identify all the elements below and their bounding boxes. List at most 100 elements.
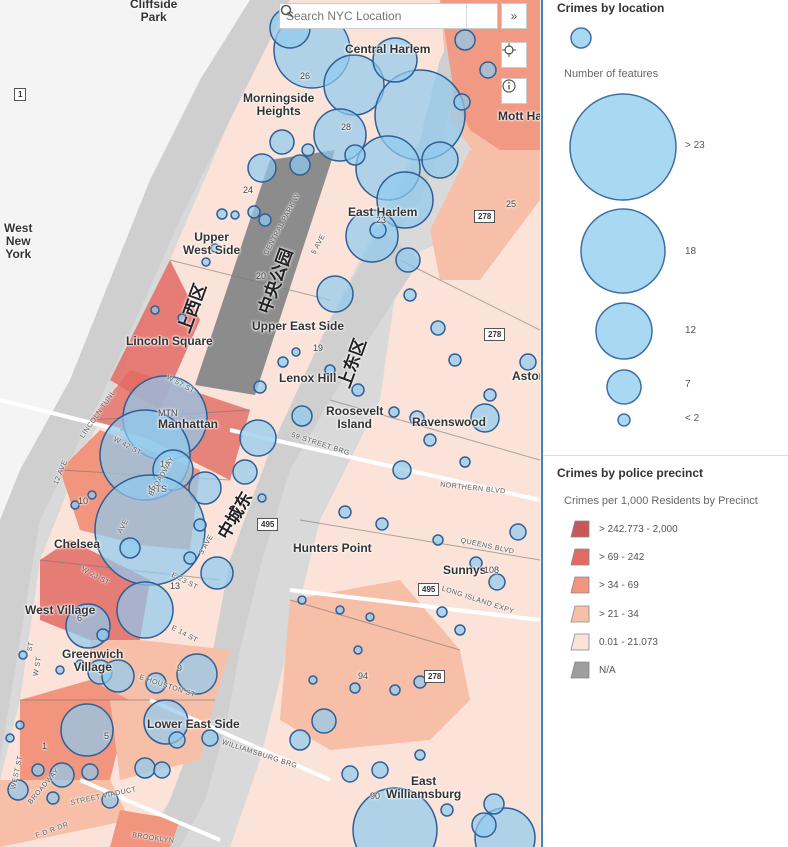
crime-location-circle[interactable]	[46, 791, 60, 805]
crime-location-circle[interactable]	[344, 144, 366, 166]
crime-location-circle[interactable]	[188, 471, 222, 505]
crime-location-circle[interactable]	[353, 645, 363, 655]
crime-location-circle[interactable]	[335, 605, 345, 615]
crime-location-circle[interactable]	[183, 551, 197, 565]
crime-location-circle[interactable]	[388, 406, 400, 418]
crime-location-circle[interactable]	[454, 29, 476, 51]
crime-location-circle[interactable]	[349, 682, 361, 694]
crime-location-circle[interactable]	[421, 141, 459, 179]
crime-location-circle[interactable]	[509, 523, 527, 541]
crime-location-circle[interactable]	[430, 320, 446, 336]
crime-location-circle[interactable]	[291, 405, 313, 427]
crime-location-circle[interactable]	[176, 653, 218, 695]
crime-location-circle[interactable]	[150, 305, 160, 315]
crime-location-circle[interactable]	[257, 493, 267, 503]
crime-location-circle[interactable]	[55, 665, 65, 675]
search-input[interactable]	[280, 4, 466, 28]
crime-location-circle[interactable]	[253, 380, 267, 394]
crime-location-circle[interactable]	[519, 353, 537, 371]
crime-location-circle[interactable]	[291, 347, 301, 357]
crime-location-circle[interactable]	[392, 460, 412, 480]
crime-location-circle[interactable]	[70, 500, 80, 510]
crime-location-circle[interactable]	[471, 812, 497, 838]
crime-location-circle[interactable]	[324, 364, 336, 376]
search-box[interactable]	[279, 3, 498, 29]
crime-location-circle[interactable]	[454, 624, 466, 636]
crime-location-circle[interactable]	[119, 537, 141, 559]
crime-location-circle[interactable]	[101, 791, 119, 809]
crime-location-circle[interactable]	[15, 720, 25, 730]
crime-location-circle[interactable]	[96, 628, 110, 642]
crime-location-circle[interactable]	[351, 383, 365, 397]
crime-location-circle[interactable]	[448, 353, 462, 367]
crime-location-circle[interactable]	[168, 731, 186, 749]
crime-location-circle[interactable]	[216, 208, 228, 220]
crime-location-circle[interactable]	[470, 403, 500, 433]
crime-location-circle[interactable]	[432, 534, 444, 546]
crime-location-circle[interactable]	[372, 37, 418, 83]
crime-location-circle[interactable]	[193, 518, 207, 532]
crime-location-circle[interactable]	[308, 675, 318, 685]
crime-location-circle[interactable]	[369, 221, 387, 239]
crime-location-circle[interactable]	[483, 793, 505, 815]
crime-location-circle[interactable]	[479, 61, 497, 79]
crime-location-circle[interactable]	[60, 703, 114, 757]
crime-location-circle[interactable]	[376, 171, 434, 229]
crime-location-circle[interactable]	[316, 275, 354, 313]
crime-location-circle[interactable]	[365, 612, 375, 622]
crime-location-circle[interactable]	[488, 573, 506, 591]
crime-location-circle[interactable]	[200, 556, 234, 590]
crime-location-circle[interactable]	[269, 129, 295, 155]
crime-location-circle[interactable]	[81, 763, 99, 781]
crime-location-circle[interactable]	[483, 388, 497, 402]
crime-location-circle[interactable]	[301, 143, 315, 157]
crime-location-circle[interactable]	[210, 243, 220, 253]
crime-location-circle[interactable]	[469, 556, 483, 570]
crime-location-circle[interactable]	[31, 763, 45, 777]
crime-location-circle[interactable]	[201, 729, 219, 747]
crime-location-circle[interactable]	[134, 757, 156, 779]
crime-location-circle[interactable]	[101, 659, 135, 693]
crime-location-circle[interactable]	[153, 761, 171, 779]
crime-location-circle[interactable]	[409, 410, 425, 426]
crime-location-circle[interactable]	[311, 708, 337, 734]
crime-location-circle[interactable]	[75, 659, 85, 669]
crime-location-circle[interactable]	[453, 93, 471, 111]
crime-location-circle[interactable]	[87, 490, 97, 500]
crime-location-circle[interactable]	[5, 733, 15, 743]
crime-location-circle[interactable]	[403, 288, 417, 302]
crime-location-circle[interactable]	[239, 419, 277, 457]
crime-location-circle[interactable]	[258, 213, 272, 227]
info-button[interactable]	[501, 78, 527, 104]
expand-button[interactable]: »	[501, 3, 527, 29]
crime-location-circle[interactable]	[338, 505, 352, 519]
crime-location-circle[interactable]	[49, 762, 75, 788]
crime-location-circle[interactable]	[352, 787, 438, 847]
crime-location-circle[interactable]	[116, 581, 174, 639]
crime-location-circle[interactable]	[247, 205, 261, 219]
crime-location-circle[interactable]	[414, 749, 426, 761]
crime-location-circle[interactable]	[459, 456, 471, 468]
crime-location-circle[interactable]	[423, 433, 437, 447]
crime-location-circle[interactable]	[371, 761, 389, 779]
crime-location-circle[interactable]	[297, 595, 307, 605]
crime-location-circle[interactable]	[289, 729, 311, 751]
crime-location-circle[interactable]	[232, 459, 258, 485]
search-button[interactable]	[280, 4, 497, 28]
crime-location-circle[interactable]	[145, 672, 167, 694]
crime-location-circle[interactable]	[440, 803, 454, 817]
map-view[interactable]: Cliffside Park Central Harlem Morningside…	[0, 0, 540, 847]
crime-location-circle[interactable]	[177, 313, 187, 323]
crime-location-circle[interactable]	[375, 517, 389, 531]
locate-button[interactable]	[501, 42, 527, 68]
crime-location-circle[interactable]	[277, 356, 289, 368]
crime-location-circle[interactable]	[201, 257, 211, 267]
crime-location-circle[interactable]	[230, 210, 240, 220]
crime-location-circle[interactable]	[247, 153, 277, 183]
crime-location-circle[interactable]	[436, 606, 448, 618]
map-canvas[interactable]	[0, 0, 540, 847]
crime-location-circle[interactable]	[18, 650, 28, 660]
crime-location-circle[interactable]	[7, 779, 29, 801]
crime-location-circle[interactable]	[289, 154, 311, 176]
crime-location-circle[interactable]	[389, 684, 401, 696]
